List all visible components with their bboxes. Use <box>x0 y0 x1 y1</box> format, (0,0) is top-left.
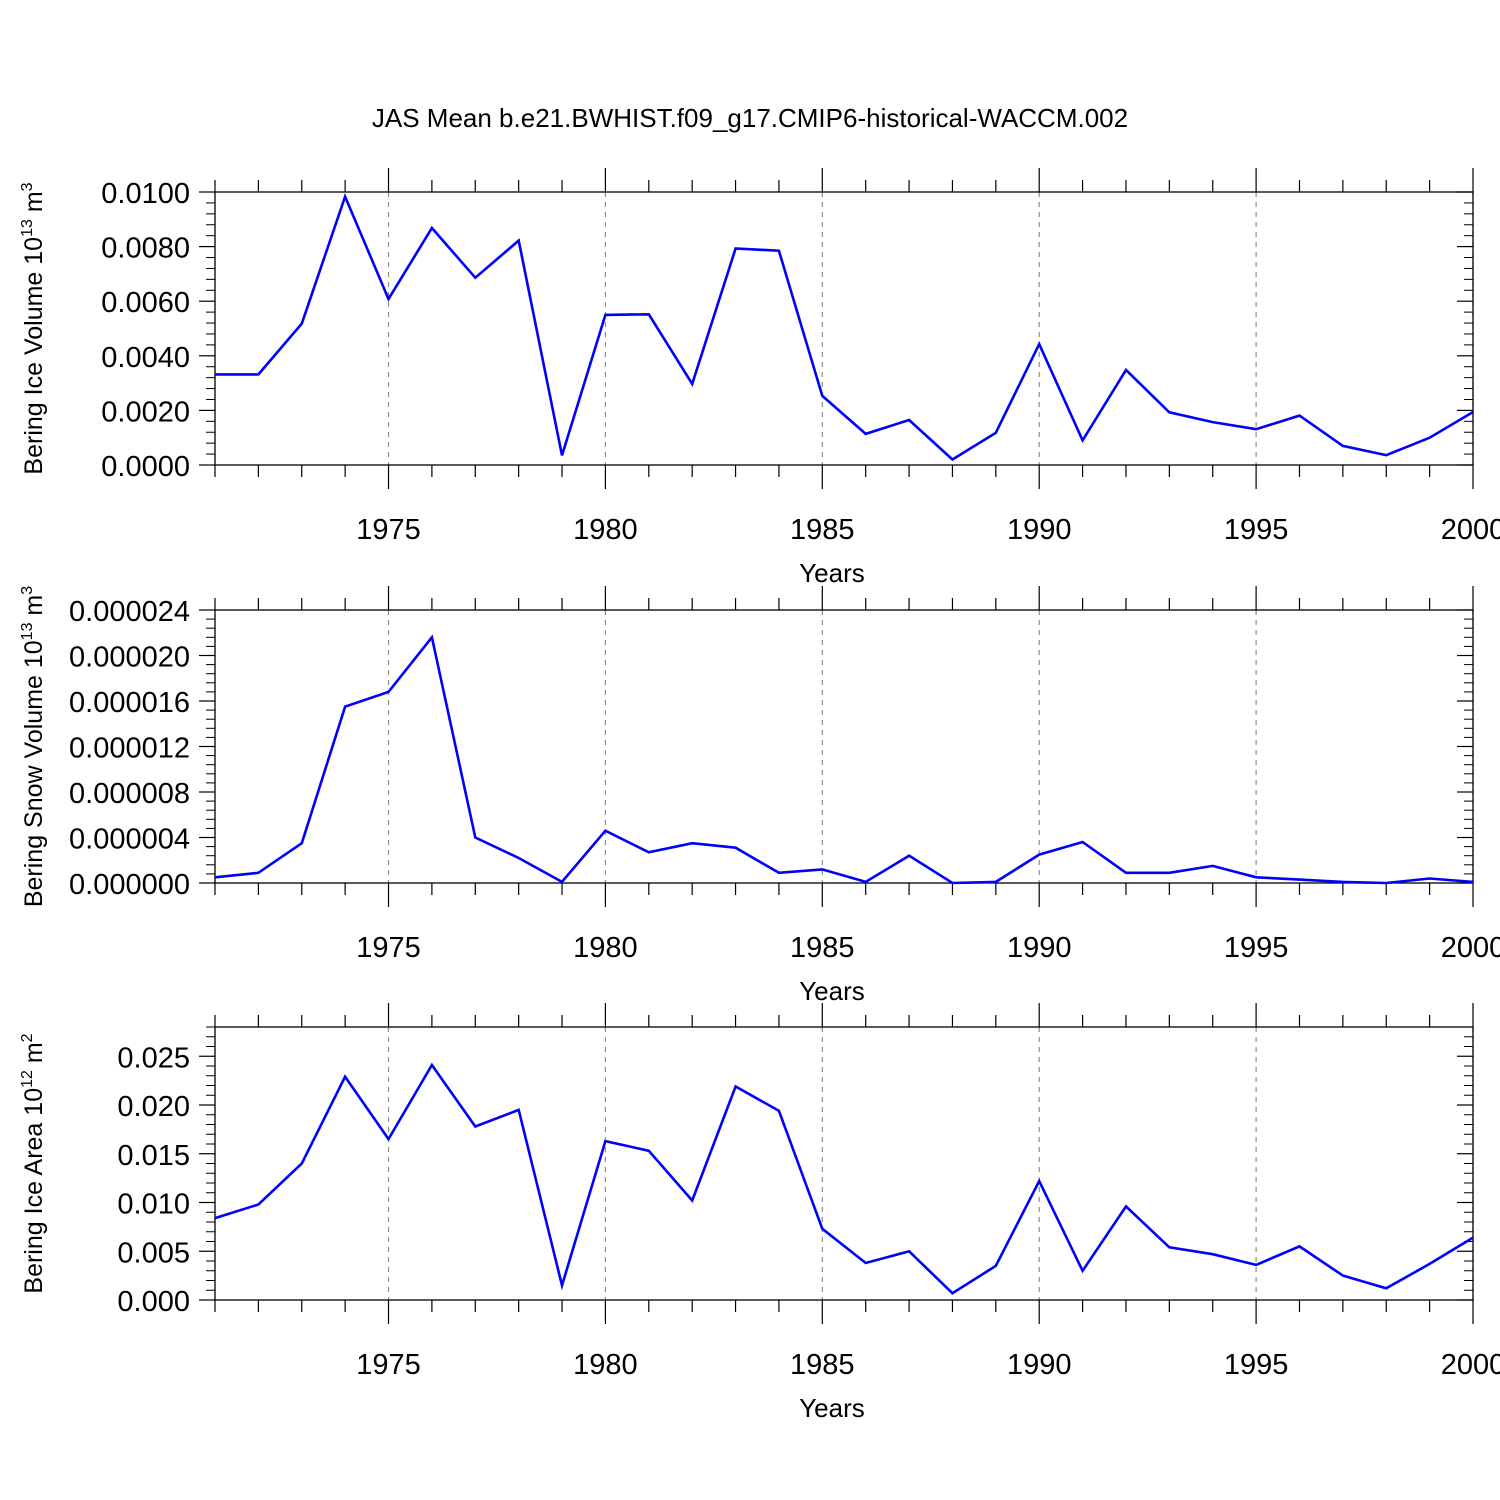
y-tick-label: 0.000 <box>117 1286 190 1318</box>
x-tick-label: 1980 <box>573 514 638 546</box>
y-tick-label: 0.010 <box>117 1189 190 1221</box>
x-tick-label: 2000 <box>1441 932 1500 964</box>
x-tick-label: 1985 <box>790 932 855 964</box>
x-tick-label: 1995 <box>1224 932 1289 964</box>
panels: 1975 1980 1985 1990 1995 2000 Years 0.0000 0.002… <box>19 168 1500 1423</box>
plot-frame <box>214 609 1474 884</box>
plot-frame <box>214 191 1474 466</box>
y-axis-label-exponent: 13 <box>19 219 36 237</box>
y-tick-label: 0.0040 <box>101 342 190 374</box>
y-tick-label: 0.000016 <box>69 687 190 719</box>
y-axis-label: Bering Ice Area 1012 m2 <box>19 1033 48 1293</box>
y-tick-label: 0.020 <box>117 1091 190 1123</box>
y-tick-label: 0.000000 <box>69 869 190 901</box>
y-axis-label-exponent: 12 <box>19 1070 36 1088</box>
y-tick-label: 0.000012 <box>69 733 190 765</box>
x-tick-label: 1990 <box>1007 514 1072 546</box>
panel-2: 1975 1980 1985 1990 1995 2000 Years 0.000000 0.0… <box>19 586 1500 1006</box>
y-axis-label-unit-exponent: 3 <box>19 182 36 191</box>
y-axis-label-unit: m <box>20 1042 48 1070</box>
x-tick-label: 1980 <box>573 1349 638 1381</box>
y-tick-label: 0.005 <box>117 1237 190 1269</box>
y-axis-label: Bering Snow Volume 1013 m3 <box>19 586 48 907</box>
x-tick-label: 1985 <box>790 1349 855 1381</box>
y-axis-label-unit-exponent: 3 <box>19 586 36 595</box>
y-tick-label: 0.000004 <box>69 824 190 856</box>
y-tick-label: 0.0000 <box>101 451 190 483</box>
x-tick-label: 2000 <box>1441 1349 1500 1381</box>
x-axis-label: Years <box>799 558 865 588</box>
x-axis-label: Years <box>799 1393 865 1423</box>
y-tick-label: 0.025 <box>117 1042 190 1074</box>
x-axis-label: Years <box>799 976 865 1006</box>
y-axis-label-unit-exponent: 2 <box>19 1033 36 1042</box>
y-tick-label: 0.000020 <box>69 642 190 674</box>
y-tick-label: 0.0060 <box>101 287 190 319</box>
x-tick-label: 1995 <box>1224 514 1289 546</box>
y-axis-label: Bering Ice Volume 1013 m3 <box>19 182 48 474</box>
y-axis-label-unit: m <box>20 191 48 219</box>
y-tick-label: 0.000024 <box>69 596 190 628</box>
panel-3: 1975 1980 1985 1990 1995 2000 Years 0.000 0.005 0… <box>19 1003 1500 1423</box>
y-axis-label-unit: m <box>20 595 48 623</box>
y-tick-label: 0.015 <box>117 1140 190 1172</box>
y-axis-label-text: Bering Snow Volume 10 <box>20 640 48 907</box>
x-tick-label: 1985 <box>790 514 855 546</box>
y-tick-label: 0.0100 <box>101 178 190 210</box>
y-tick-label: 0.0080 <box>101 233 190 265</box>
panel-1: 1975 1980 1985 1990 1995 2000 Years 0.0000 0.002… <box>19 168 1500 588</box>
series-line <box>215 192 1474 462</box>
y-axis-label-text: Bering Ice Volume 10 <box>20 237 48 475</box>
series-line <box>214 634 1474 885</box>
x-tick-label: 1980 <box>573 932 638 964</box>
y-axis-label-exponent: 13 <box>19 622 36 640</box>
chart-title: JAS Mean b.e21.BWHIST.f09_g17.CMIP6-hist… <box>372 103 1128 133</box>
x-tick-label: 1975 <box>356 1349 421 1381</box>
x-tick-label: 2000 <box>1441 514 1500 546</box>
x-tick-label: 1990 <box>1007 932 1072 964</box>
plot-frame <box>214 1026 1474 1301</box>
y-tick-label: 0.000008 <box>69 778 190 810</box>
y-tick-label: 0.0020 <box>101 396 190 428</box>
x-tick-label: 1975 <box>356 514 421 546</box>
y-axis-label-text: Bering Ice Area 10 <box>20 1088 48 1294</box>
x-tick-label: 1975 <box>356 932 421 964</box>
series-line <box>214 1062 1474 1295</box>
x-tick-label: 1990 <box>1007 1349 1072 1381</box>
x-tick-label: 1995 <box>1224 1349 1289 1381</box>
